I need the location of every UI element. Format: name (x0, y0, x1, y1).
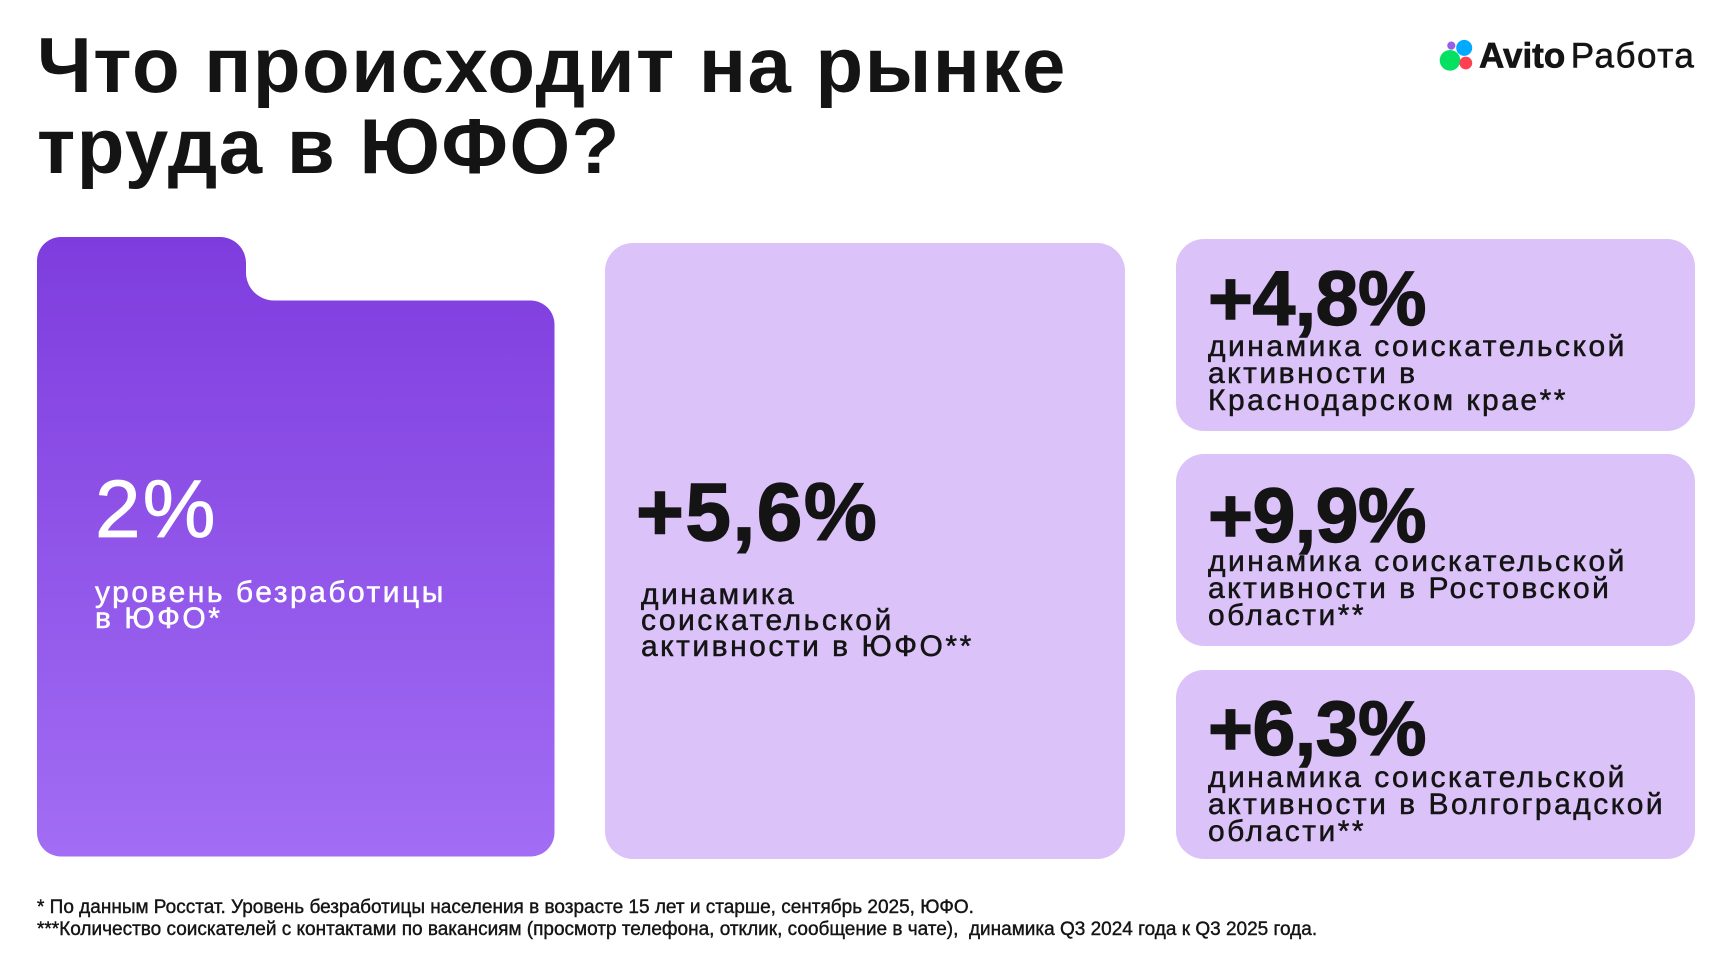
svg-text:Avito: Avito (1479, 36, 1565, 75)
svg-text:Работа: Работа (1571, 36, 1696, 75)
